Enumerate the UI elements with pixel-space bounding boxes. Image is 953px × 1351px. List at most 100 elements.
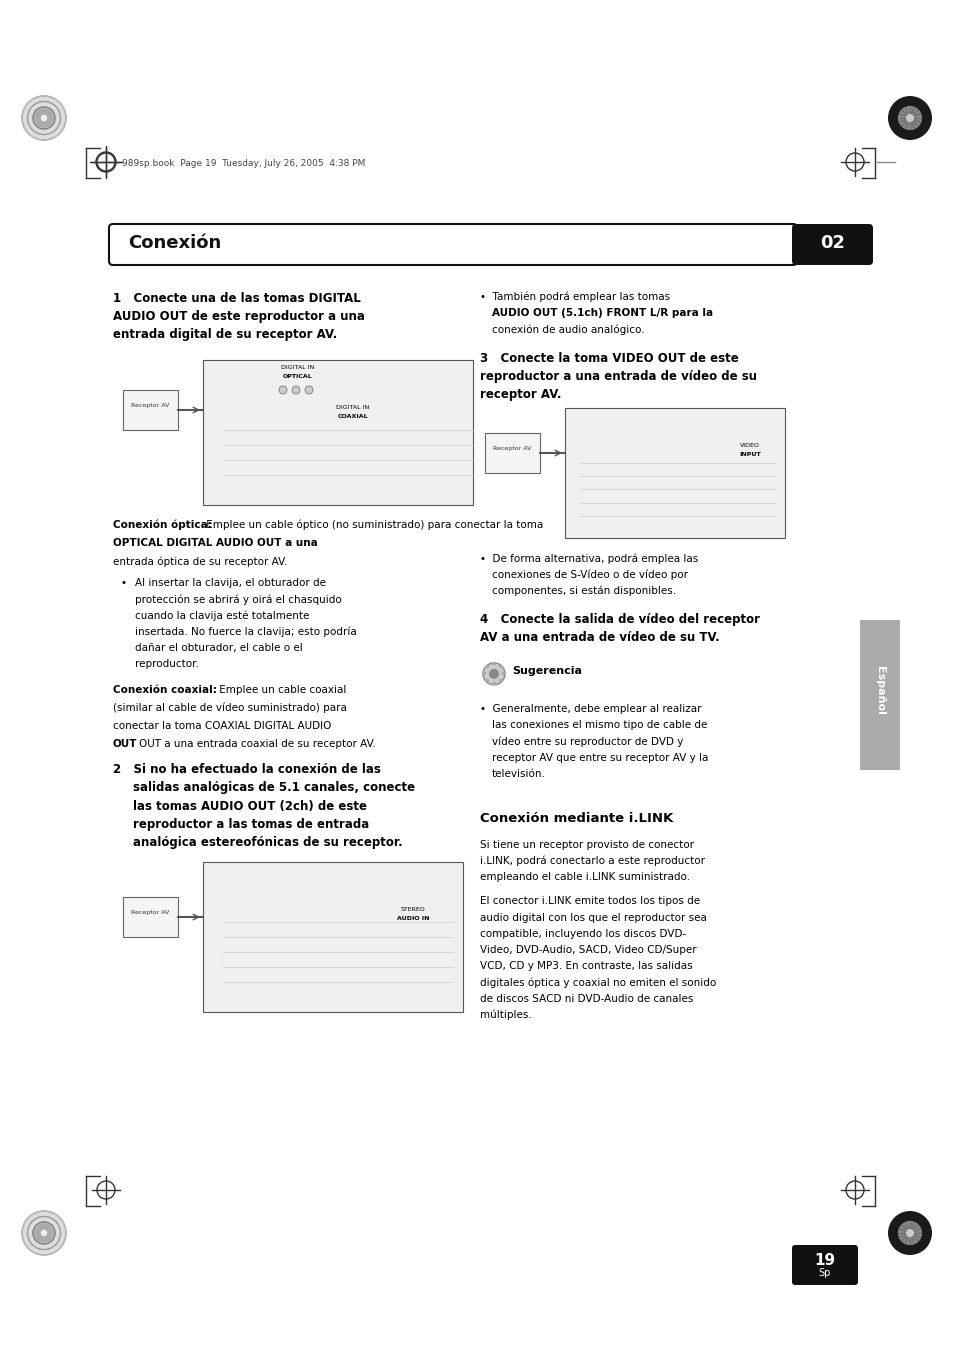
Text: protección se abrirá y oirá el chasquido: protección se abrirá y oirá el chasquido (135, 594, 341, 605)
Text: •  Generalmente, debe emplear al realizar: • Generalmente, debe emplear al realizar (479, 704, 700, 713)
Text: Conexión óptica:: Conexión óptica: (112, 520, 212, 531)
Text: conexión de audio analógico.: conexión de audio analógico. (492, 324, 644, 335)
Bar (492, 682, 496, 685)
Text: entrada digital de su receptor AV.: entrada digital de su receptor AV. (112, 328, 337, 342)
Circle shape (887, 96, 931, 141)
Bar (498, 665, 502, 669)
Text: 02: 02 (820, 234, 844, 253)
Bar (859, 620, 899, 770)
Text: DIGITAL IN: DIGITAL IN (336, 405, 369, 409)
Text: (similar al cable de vídeo suministrado) para: (similar al cable de vídeo suministrado)… (112, 703, 347, 713)
Text: OUT a una entrada coaxial de su receptor AV.: OUT a una entrada coaxial de su receptor… (139, 739, 375, 750)
Circle shape (278, 386, 287, 394)
Bar (484, 680, 489, 682)
Text: AV a una entrada de vídeo de su TV.: AV a una entrada de vídeo de su TV. (479, 631, 719, 644)
Text: Emplee un cable óptico (no suministrado) para conectar la toma: Emplee un cable óptico (no suministrado)… (203, 520, 542, 531)
Circle shape (489, 669, 498, 678)
Text: las conexiones el mismo tipo de cable de: las conexiones el mismo tipo de cable de (492, 720, 706, 730)
Text: Receptor AV: Receptor AV (493, 446, 531, 451)
Bar (481, 673, 485, 676)
Text: Receptor AV: Receptor AV (131, 403, 169, 408)
Text: Conexión mediante i.LINK: Conexión mediante i.LINK (479, 812, 673, 825)
Bar (123, 897, 178, 938)
Bar (564, 408, 784, 538)
Text: dañar el obturador, el cable o el: dañar el obturador, el cable o el (135, 643, 302, 654)
Text: OUT: OUT (112, 739, 137, 750)
Circle shape (482, 663, 504, 685)
Text: El conector i.LINK emite todos los tipos de: El conector i.LINK emite todos los tipos… (479, 897, 700, 907)
Text: conexiones de S-Vídeo o de vídeo por: conexiones de S-Vídeo o de vídeo por (492, 569, 687, 580)
Circle shape (897, 105, 922, 130)
Text: VCD, CD y MP3. En contraste, las salidas: VCD, CD y MP3. En contraste, las salidas (479, 962, 692, 971)
Text: Español: Español (874, 666, 884, 715)
Text: audio digital con los que el reproductor sea: audio digital con los que el reproductor… (479, 913, 706, 923)
Text: las tomas AUDIO OUT (2ch) de este: las tomas AUDIO OUT (2ch) de este (132, 800, 367, 813)
Circle shape (41, 1229, 48, 1236)
Text: digitales óptica y coaxial no emiten el sonido: digitales óptica y coaxial no emiten el … (479, 978, 716, 988)
Bar (492, 662, 496, 665)
Text: Sp: Sp (818, 1269, 830, 1278)
Bar (484, 665, 489, 669)
FancyBboxPatch shape (791, 1246, 857, 1285)
Text: televisión.: televisión. (492, 769, 545, 778)
Bar (484, 434, 539, 473)
Text: cuando la clavija esté totalmente: cuando la clavija esté totalmente (135, 611, 309, 621)
Circle shape (34, 108, 53, 128)
Text: reproductor.: reproductor. (135, 659, 198, 670)
Text: entrada óptica de su receptor AV.: entrada óptica de su receptor AV. (112, 557, 287, 567)
Circle shape (897, 1221, 922, 1246)
Circle shape (22, 96, 66, 141)
Text: INPUT: INPUT (739, 453, 760, 457)
FancyBboxPatch shape (109, 224, 796, 265)
Circle shape (22, 1210, 66, 1255)
Circle shape (887, 1210, 931, 1255)
Text: Sugerencia: Sugerencia (512, 666, 581, 676)
Text: Si tiene un receptor provisto de conector: Si tiene un receptor provisto de conecto… (479, 840, 693, 850)
Bar (501, 673, 505, 676)
Text: i.LINK, podrá conectarlo a este reproductor: i.LINK, podrá conectarlo a este reproduc… (479, 857, 704, 866)
Bar (498, 680, 502, 682)
Text: componentes, si están disponibles.: componentes, si están disponibles. (492, 585, 676, 596)
Text: salidas analógicas de 5.1 canales, conecte: salidas analógicas de 5.1 canales, conec… (132, 781, 415, 794)
Text: de discos SACD ni DVD-Audio de canales: de discos SACD ni DVD-Audio de canales (479, 994, 693, 1004)
Text: Receptor AV: Receptor AV (131, 911, 169, 915)
Bar (203, 862, 462, 1012)
Text: receptor AV.: receptor AV. (479, 388, 561, 401)
Circle shape (305, 386, 313, 394)
Text: Video, DVD-Audio, SACD, Video CD/Super: Video, DVD-Audio, SACD, Video CD/Super (479, 946, 696, 955)
Text: 3   Conecte la toma VIDEO OUT de este: 3 Conecte la toma VIDEO OUT de este (479, 351, 738, 365)
Circle shape (41, 115, 48, 122)
Text: COAXIAL: COAXIAL (337, 413, 368, 419)
Text: DIGITAL IN: DIGITAL IN (281, 365, 314, 370)
Text: reproductor a una entrada de vídeo de su: reproductor a una entrada de vídeo de su (479, 370, 757, 384)
Text: conectar la toma COAXIAL DIGITAL AUDIO: conectar la toma COAXIAL DIGITAL AUDIO (112, 721, 331, 731)
Text: 19: 19 (814, 1252, 835, 1269)
Circle shape (292, 386, 299, 394)
Text: insertada. No fuerce la clavija; esto podría: insertada. No fuerce la clavija; esto po… (135, 627, 356, 638)
Text: •  De forma alternativa, podrá emplea las: • De forma alternativa, podrá emplea las (479, 553, 698, 563)
Text: Al insertar la clavija, el obturador de: Al insertar la clavija, el obturador de (135, 578, 326, 589)
Text: 4   Conecte la salida de vídeo del receptor: 4 Conecte la salida de vídeo del recepto… (479, 613, 760, 626)
Text: Conexión coaxial:: Conexión coaxial: (112, 685, 216, 694)
Text: OPTICAL: OPTICAL (283, 374, 313, 380)
Text: empleando el cable i.LINK suministrado.: empleando el cable i.LINK suministrado. (479, 873, 689, 882)
Circle shape (905, 1229, 913, 1238)
Text: múltiples.: múltiples. (479, 1011, 531, 1020)
Circle shape (905, 113, 913, 122)
Text: 989sp.book  Page 19  Tuesday, July 26, 2005  4:38 PM: 989sp.book Page 19 Tuesday, July 26, 200… (122, 159, 365, 169)
Text: reproductor a las tomas de entrada: reproductor a las tomas de entrada (132, 817, 369, 831)
Text: Emplee un cable coaxial: Emplee un cable coaxial (215, 685, 346, 694)
FancyBboxPatch shape (791, 224, 872, 265)
Text: AUDIO IN: AUDIO IN (396, 916, 429, 921)
Circle shape (34, 1223, 53, 1243)
Text: AUDIO OUT de este reproductor a una: AUDIO OUT de este reproductor a una (112, 311, 364, 323)
Text: OPTICAL DIGITAL AUDIO OUT a una: OPTICAL DIGITAL AUDIO OUT a una (112, 538, 317, 549)
Text: AUDIO OUT (5.1ch) FRONT L/R para la: AUDIO OUT (5.1ch) FRONT L/R para la (492, 308, 713, 319)
Text: STEREO: STEREO (400, 907, 425, 912)
Text: Conexión: Conexión (128, 234, 221, 253)
Text: 1   Conecte una de las tomas DIGITAL: 1 Conecte una de las tomas DIGITAL (112, 292, 360, 305)
Text: analógica estereofónicas de su receptor.: analógica estereofónicas de su receptor. (132, 836, 402, 850)
Text: receptor AV que entre su receptor AV y la: receptor AV que entre su receptor AV y l… (492, 753, 708, 762)
Text: vídeo entre su reproductor de DVD y: vídeo entre su reproductor de DVD y (492, 736, 682, 747)
Text: •: • (121, 578, 127, 589)
